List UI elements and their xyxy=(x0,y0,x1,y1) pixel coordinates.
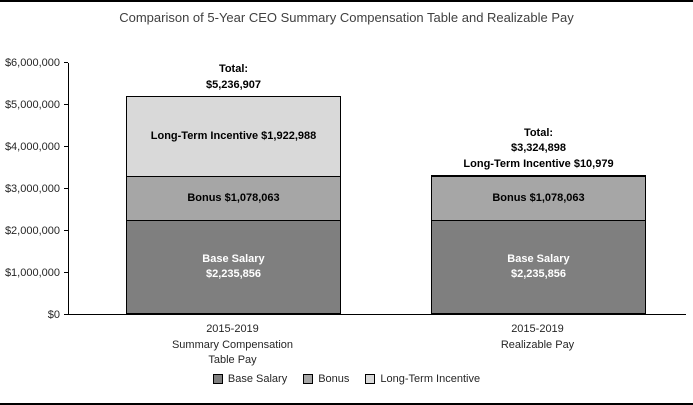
bar-total-annotation: Total: $3,324,898 Long-Term Incentive $10,… xyxy=(431,126,646,173)
segment-label-line: Bonus $1,078,063 xyxy=(187,192,280,204)
legend-swatch-base-salary xyxy=(212,374,223,384)
bar-total-annotation-line: Total: xyxy=(218,63,249,75)
legend-label: Long-Term Incentive xyxy=(380,373,481,385)
bar-segment-bonus: Bonus $1,078,063 xyxy=(126,176,341,221)
legend-item-bonus: Bonus xyxy=(303,373,349,385)
segment-label-line: Bonus $1,078,063 xyxy=(492,192,585,204)
x-axis-category-label-line: Realizable Pay xyxy=(500,338,575,351)
y-axis-tick-mark xyxy=(64,104,68,105)
bar-segment-base-salary: Base Salary $2,235,856 xyxy=(431,220,646,314)
bar-total-annotation: Total: $5,236,907 xyxy=(126,62,341,93)
y-axis-tick-label: $2,000,000 xyxy=(4,225,60,237)
x-axis: 2015-2019 Summary Compensation Table Pay 20… xyxy=(68,316,686,368)
bar-total-annotation-line: Long-Term Incentive $10,979 xyxy=(463,157,614,170)
bottom-border-rule xyxy=(0,403,693,405)
y-axis-tick-label: $4,000,000 xyxy=(4,141,60,153)
y-axis: $0 $1,000,000 $2,000,000 $3,000,000 $4,000,0… xyxy=(0,57,68,321)
x-axis-category-label: 2015-2019 Summary Compensation Table Pay xyxy=(125,322,340,369)
bar-total-annotation-line: Total: xyxy=(523,126,554,139)
stacked-bar: Long-Term Incentive $1,922,988 Bonus $1,0… xyxy=(126,96,341,314)
y-axis-tick-mark xyxy=(64,188,68,189)
y-axis-tick-label: $6,000,000 xyxy=(4,57,60,69)
x-axis-category-label: 2015-2019 Realizable Pay xyxy=(430,322,645,353)
bar-segment-base-salary: Base Salary $2,235,856 xyxy=(126,220,341,314)
segment-label-line: $2,235,856 xyxy=(205,268,262,280)
y-axis-tick-label: $3,000,000 xyxy=(4,183,60,195)
x-axis-category-label-line: 2015-2019 xyxy=(206,323,259,335)
legend-item-long-term-incentive: Long-Term Incentive xyxy=(365,373,480,385)
segment-label-line: Base Salary xyxy=(202,253,265,265)
legend-label: Bonus xyxy=(318,373,350,385)
bar-group-2015-2019-realizable-pay: Total: $3,324,898 Long-Term Incentive $10,… xyxy=(431,63,646,314)
legend-item-base-salary: Base Salary xyxy=(212,373,288,385)
y-axis-tick-mark xyxy=(64,146,68,147)
x-axis-category-label-line: Table Pay xyxy=(208,354,257,366)
chart-title: Comparison of 5-Year CEO Summary Compens… xyxy=(119,10,574,25)
y-axis-tick-mark xyxy=(64,230,68,231)
legend: Base Salary Bonus Long-Term Incentive xyxy=(0,373,693,385)
bar-total-annotation-line: $3,324,898 xyxy=(510,142,567,154)
plot-area: Total: $5,236,907 Long-Term Incentive $1,9… xyxy=(68,63,686,315)
bar-segment-long-term-incentive: Long-Term Incentive $1,922,988 xyxy=(126,96,341,177)
top-border-rule xyxy=(0,0,693,2)
legend-label: Base Salary xyxy=(227,373,288,385)
x-axis-category-label-line: Summary Compensation xyxy=(171,338,294,351)
bar-group-2015-2019-summary-compensation-table-pay: Total: $5,236,907 Long-Term Incentive $1,9… xyxy=(126,63,341,314)
y-axis-tick-mark xyxy=(64,62,68,63)
y-axis-tick-mark xyxy=(64,314,68,315)
bar-segment-bonus: Bonus $1,078,063 xyxy=(431,176,646,221)
segment-label-line: $2,235,856 xyxy=(510,268,567,280)
x-axis-category-label-line: 2015-2019 xyxy=(511,323,564,335)
segment-label-line: Long-Term Incentive $1,922,988 xyxy=(150,130,317,142)
y-axis-tick-mark xyxy=(64,272,68,273)
y-axis-tick-label: $1,000,000 xyxy=(4,267,60,279)
y-axis-tick-label: $0 xyxy=(47,309,60,321)
legend-swatch-long-term-incentive xyxy=(365,374,376,384)
stacked-bar: Bonus $1,078,063 Base Salary $2,235,856 xyxy=(431,175,646,314)
segment-label-line: Base Salary xyxy=(507,253,570,265)
bar-total-annotation-line: $5,236,907 xyxy=(205,78,262,91)
y-axis-tick-label: $5,000,000 xyxy=(4,99,60,111)
legend-swatch-bonus xyxy=(303,374,314,384)
